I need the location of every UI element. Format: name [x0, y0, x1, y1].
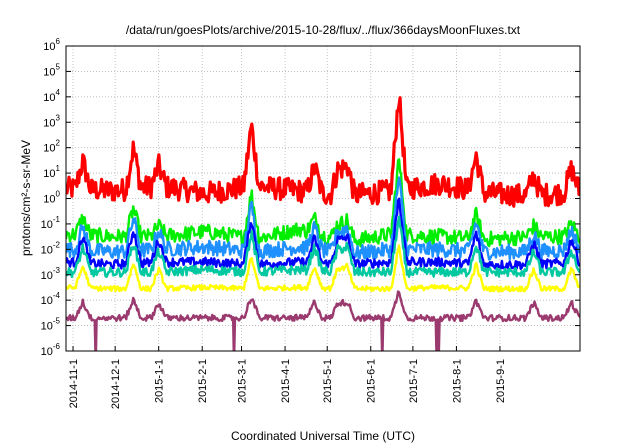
series-line-1: [66, 96, 580, 208]
y-tick-label: 106: [43, 37, 60, 53]
y-tick-label: 103: [43, 113, 60, 129]
y-tick-label: 10-4: [41, 291, 61, 307]
x-tick-label: 2015-9-1: [495, 359, 507, 403]
y-tick-label: 104: [43, 88, 60, 104]
y-tick-label: 10-2: [41, 240, 61, 256]
x-tick-label: 2015-1-1: [154, 359, 166, 403]
y-tick-label: 101: [43, 164, 60, 180]
y-tick-label: 10-5: [41, 317, 61, 333]
x-axis-label: Coordinated Universal Time (UTC): [231, 429, 415, 443]
x-tick-label: 2015-4-1: [280, 359, 292, 403]
chart-title: /data/run/goesPlots/archive/2015-10-28/f…: [126, 23, 521, 37]
y-axis-label: protons/cm²-s-sr-MeV: [19, 140, 33, 256]
x-tick-label: 2014-12-1: [110, 359, 122, 409]
y-tick-label: 10-6: [41, 342, 61, 358]
y-tick-label: 10-3: [41, 266, 61, 282]
x-tick-label: 2015-6-1: [366, 359, 378, 403]
series-line-5: [66, 215, 580, 278]
series-line-2: [66, 158, 580, 248]
x-tick-label: 2015-2-1: [197, 359, 209, 403]
x-tick-label: 2015-7-1: [408, 359, 420, 403]
series-layer: [66, 96, 580, 351]
series-line-4: [66, 197, 580, 271]
y-tick-label: 100: [43, 190, 60, 206]
x-axis: 2014-11-1 2014-12-1 2015-1-1 2015-2-1 2015-3…: [68, 346, 507, 409]
y-tick-label: 105: [43, 62, 60, 78]
x-tick-label: 2015-3-1: [237, 359, 249, 403]
x-tick-label: 2014-11-1: [68, 359, 80, 408]
series-line-3: [66, 176, 580, 261]
series-line-7: [66, 290, 580, 351]
x-tick-label: 2015-5-1: [322, 359, 334, 403]
series-line-6: [66, 244, 580, 293]
y-tick-label: 102: [43, 139, 60, 155]
y-tick-label: 10-1: [41, 215, 61, 231]
x-tick-label: 2015-8-1: [451, 359, 463, 403]
